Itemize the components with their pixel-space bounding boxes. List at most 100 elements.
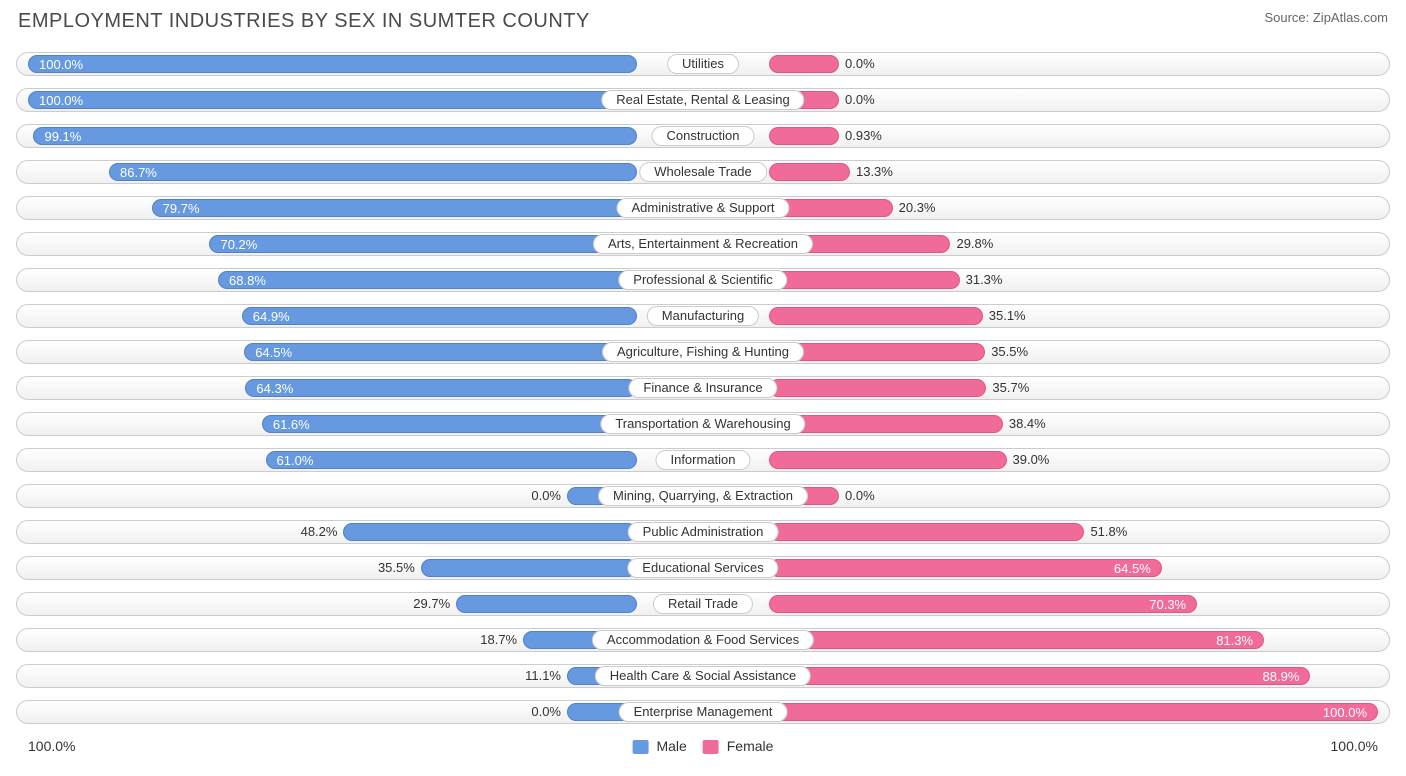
male-bar: 64.3%	[245, 379, 637, 397]
male-value: 100.0%	[39, 93, 83, 108]
male-value: 68.8%	[229, 273, 266, 288]
chart-row: 48.2%51.8%Public Administration	[12, 515, 1394, 549]
male-value: 100.0%	[39, 57, 83, 72]
chart-legend: Male Female	[633, 738, 774, 754]
female-value: 88.9%	[1263, 669, 1300, 684]
male-bar: 61.0%	[266, 451, 637, 469]
chart-row: 99.1%0.93%Construction	[12, 119, 1394, 153]
male-value: 35.5%	[378, 560, 415, 575]
row-label: Arts, Entertainment & Recreation	[593, 234, 813, 254]
female-bar	[769, 523, 1084, 541]
chart-row: 64.5% 35.5% Agriculture, Fishing & Hunting	[12, 335, 1394, 369]
female-bar: 88.9%	[769, 667, 1310, 685]
male-bar	[456, 595, 637, 613]
legend-swatch-female	[703, 740, 719, 754]
female-value: 0.93%	[845, 128, 882, 143]
legend-label-female: Female	[727, 738, 774, 754]
row-label: Health Care & Social Assistance	[595, 666, 811, 686]
male-value: 61.0%	[277, 453, 314, 468]
male-value: 70.2%	[220, 237, 257, 252]
legend-swatch-male	[633, 740, 649, 754]
female-value: 35.1%	[989, 308, 1026, 323]
chart-row: 79.7%20.3%Administrative & Support	[12, 191, 1394, 225]
male-bar: 79.7%	[152, 199, 637, 217]
female-value: 51.8%	[1090, 524, 1127, 539]
male-bar: 64.9%	[242, 307, 637, 325]
male-bar: 100.0%	[28, 55, 637, 73]
male-value: 86.7%	[120, 165, 157, 180]
female-bar	[769, 451, 1007, 469]
chart-row: 0.0% 0.0% Mining, Quarrying, & Extraction	[12, 479, 1394, 513]
chart-row: 35.5% 64.5% Educational Services	[12, 551, 1394, 585]
female-value: 64.5%	[1114, 561, 1151, 576]
male-bar: 99.1%	[33, 127, 637, 145]
female-value: 100.0%	[1323, 705, 1367, 720]
chart-row: 70.2% 29.8% Arts, Entertainment & Recreati…	[12, 227, 1394, 261]
chart-header: EMPLOYMENT INDUSTRIES BY SEX IN SUMTER C…	[12, 10, 1394, 33]
male-value: 18.7%	[480, 632, 517, 647]
female-value: 31.3%	[966, 272, 1003, 287]
female-value: 38.4%	[1009, 416, 1046, 431]
female-bar: 100.0%	[769, 703, 1378, 721]
male-value: 64.5%	[255, 345, 292, 360]
row-label: Information	[655, 450, 750, 470]
row-label: Real Estate, Rental & Leasing	[601, 90, 804, 110]
female-bar: 70.3%	[769, 595, 1197, 613]
male-value: 0.0%	[531, 488, 561, 503]
row-label: Mining, Quarrying, & Extraction	[598, 486, 808, 506]
row-label: Manufacturing	[647, 306, 759, 326]
chart-title: EMPLOYMENT INDUSTRIES BY SEX IN SUMTER C…	[18, 10, 590, 33]
row-label: Public Administration	[628, 522, 779, 542]
female-value: 0.0%	[845, 488, 875, 503]
male-value: 64.9%	[253, 309, 290, 324]
female-bar: 64.5%	[769, 559, 1162, 577]
chart-row: 100.0% 0.0% Utilities	[12, 47, 1394, 81]
row-label: Enterprise Management	[619, 702, 788, 722]
female-bar	[769, 379, 986, 397]
chart-row: 64.3%35.7%Finance & Insurance	[12, 371, 1394, 405]
male-bar	[421, 559, 637, 577]
chart-row: 86.7%13.3%Wholesale Trade	[12, 155, 1394, 189]
female-value: 20.3%	[899, 200, 936, 215]
male-value: 0.0%	[531, 704, 561, 719]
male-bar: 64.5%	[244, 343, 637, 361]
female-value: 35.5%	[991, 344, 1028, 359]
row-label: Finance & Insurance	[628, 378, 777, 398]
female-value: 0.0%	[845, 56, 875, 71]
chart-row: 100.0% 0.0% Real Estate, Rental & Leasing	[12, 83, 1394, 117]
female-value: 29.8%	[956, 236, 993, 251]
axis-left-cap: 100.0%	[28, 738, 75, 754]
female-bar: 81.3%	[769, 631, 1264, 649]
female-bar	[769, 163, 850, 181]
legend-item-male: Male	[633, 738, 687, 754]
diverging-bar-chart: 100.0% 0.0% Utilities 100.0% 0.0% Real Estate…	[12, 47, 1394, 729]
male-bar: 70.2%	[209, 235, 637, 253]
row-label: Transportation & Warehousing	[600, 414, 805, 434]
chart-row: 18.7%81.3%Accommodation & Food Services	[12, 623, 1394, 657]
legend-label-male: Male	[656, 738, 686, 754]
legend-item-female: Female	[703, 738, 774, 754]
chart-footer: 100.0% Male Female 100.0%	[12, 733, 1394, 759]
female-bar	[769, 55, 839, 73]
female-bar	[769, 307, 983, 325]
chart-row: 68.8% 31.3% Professional & Scientific	[12, 263, 1394, 297]
chart-row: 61.6% 38.4% Transportation & Warehousing	[12, 407, 1394, 441]
row-label: Utilities	[667, 54, 739, 74]
chart-row: 61.0%39.0%Information	[12, 443, 1394, 477]
male-value: 79.7%	[163, 201, 200, 216]
row-label: Agriculture, Fishing & Hunting	[602, 342, 804, 362]
male-value: 11.1%	[525, 668, 561, 683]
row-label: Educational Services	[627, 558, 778, 578]
male-bar: 86.7%	[109, 163, 637, 181]
chart-row: 0.0% 100.0% Enterprise Management	[12, 695, 1394, 729]
female-value: 81.3%	[1216, 633, 1253, 648]
chart-row: 64.9% 35.1% Manufacturing	[12, 299, 1394, 333]
male-value: 61.6%	[273, 417, 310, 432]
female-bar	[769, 127, 839, 145]
chart-row: 11.1% 88.9% Health Care & Social Assistanc…	[12, 659, 1394, 693]
male-value: 99.1%	[44, 129, 81, 144]
male-value: 29.7%	[413, 596, 450, 611]
row-label: Professional & Scientific	[618, 270, 787, 290]
female-value: 0.0%	[845, 92, 875, 107]
male-bar	[343, 523, 637, 541]
